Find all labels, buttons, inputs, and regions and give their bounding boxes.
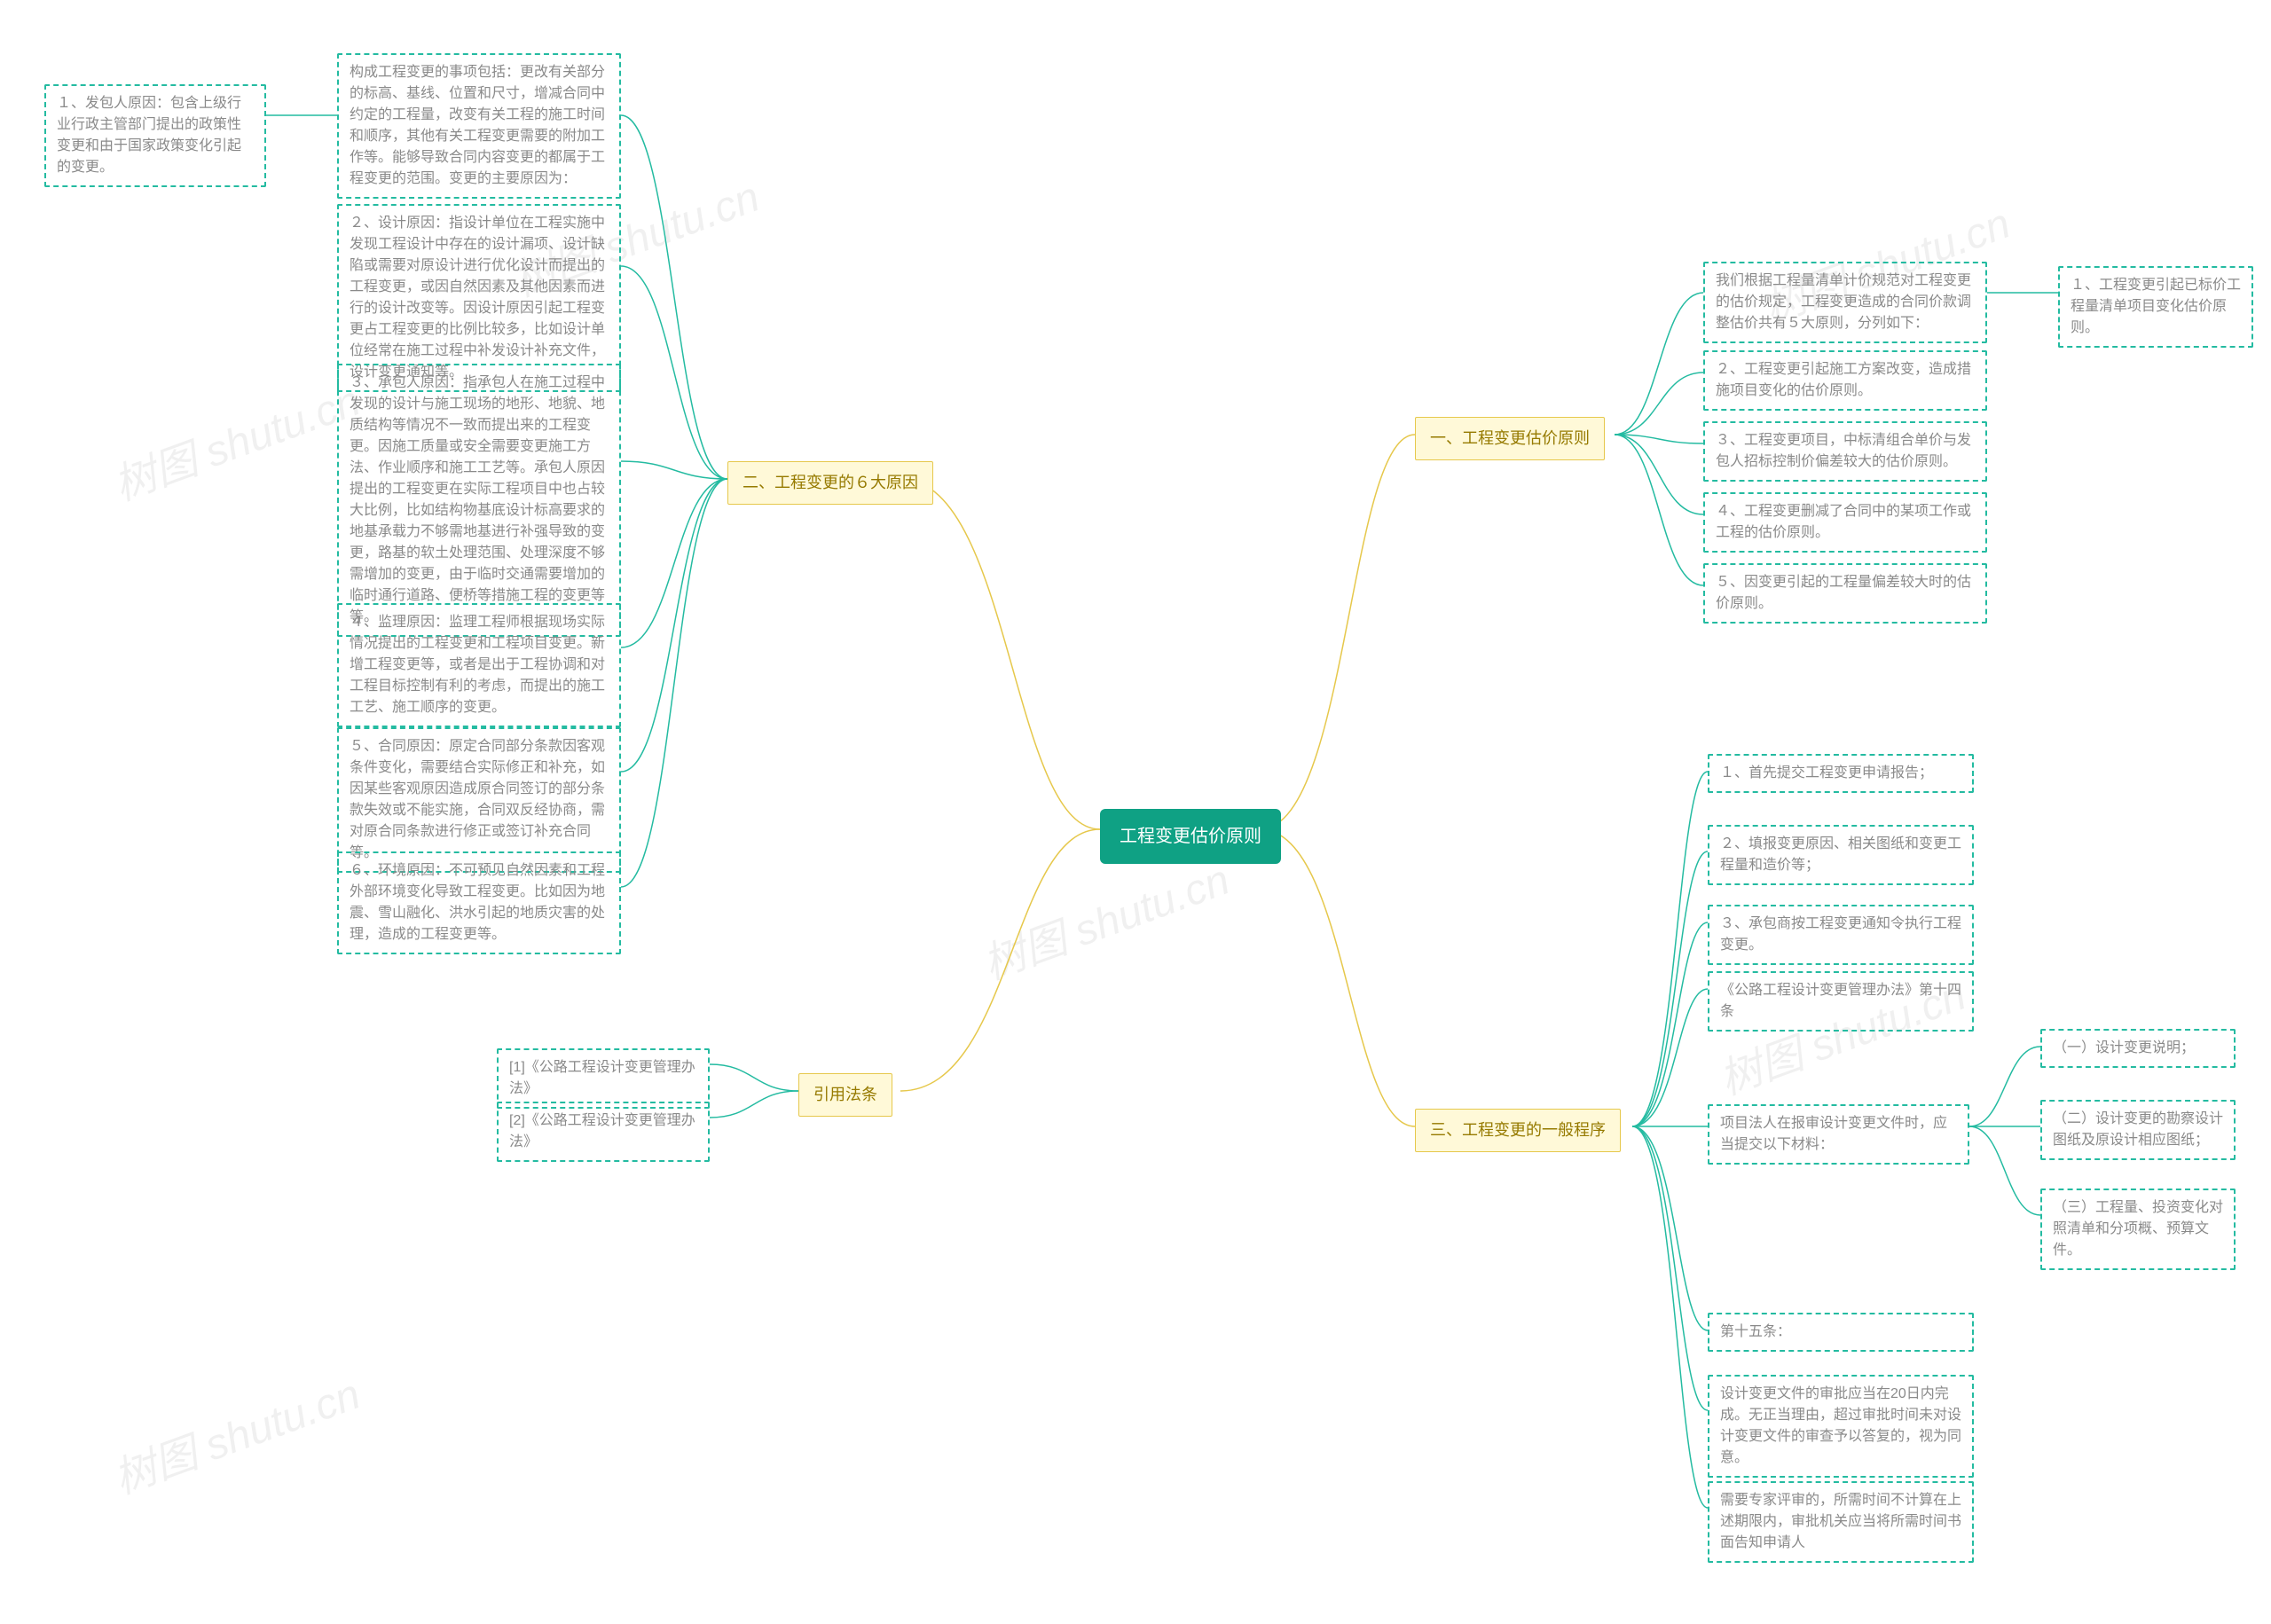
principles-item-4: ４、工程变更删减了合同中的某项工作或工程的估价原则。 xyxy=(1703,492,1987,553)
proc-step-2: ２、填报变更原因、相关图纸和变更工程量和造价等； xyxy=(1708,825,1974,885)
proc-step-3: ３、承包商按工程变更通知令执行工程变更。 xyxy=(1708,905,1974,965)
root-node: 工程变更估价原则 xyxy=(1100,809,1281,864)
branch-procedure: 三、工程变更的一般程序 xyxy=(1415,1109,1621,1152)
proc-art15-body: 设计变更文件的审批应当在20日内完成。无正当理由，超过审批时间未对设计变更文件的… xyxy=(1708,1375,1974,1478)
branch-references: 引用法条 xyxy=(798,1073,892,1117)
principles-item-2: ２、工程变更引起施工方案改变，造成措施项目变化的估价原则。 xyxy=(1703,350,1987,411)
ref-item-1: [1]《公路工程设计变更管理办法》 xyxy=(497,1048,710,1109)
proc-art15-note: 需要专家评审的，所需时间不计算在上述期限内，审批机关应当将所需时间书面告知申请人 xyxy=(1708,1481,1974,1563)
causes-item-1: １、发包人原因：包含上级行业行政主管部门提出的政策性变更和由于国家政策变化引起的… xyxy=(44,84,266,187)
watermark: 树图 shutu.cn xyxy=(104,365,367,512)
proc-art14-item-2: （二）设计变更的勘察设计图纸及原设计相应图纸； xyxy=(2040,1100,2236,1160)
principles-item-3: ３、工程变更项目，中标清组合单价与发包人招标控制价偏差较大的估价原则。 xyxy=(1703,421,1987,482)
principles-intro: 我们根据工程量清单计价规范对工程变更的估价规定，工程变更造成的合同价款调整估价共… xyxy=(1703,262,1987,343)
proc-art14-lead: 项目法人在报审设计变更文件时，应当提交以下材料： xyxy=(1708,1104,1969,1165)
branch-principles: 一、工程变更估价原则 xyxy=(1415,417,1605,460)
proc-art15-title: 第十五条： xyxy=(1708,1313,1974,1352)
watermark: 树图 shutu.cn xyxy=(973,844,1237,991)
causes-item-6: ６、环境原因：不可预见自然因素和工程外部环境变化导致工程变更。比如因为地震、雪山… xyxy=(337,851,621,954)
proc-art14-item-3: （三）工程量、投资变化对照清单和分项概、预算文件。 xyxy=(2040,1189,2236,1270)
ref-item-2: [2]《公路工程设计变更管理办法》 xyxy=(497,1102,710,1162)
causes-item-3: ３、承包人原因：指承包人在施工过程中发现的设计与施工现场的地形、地貌、地质结构等… xyxy=(337,364,621,637)
principles-item-5: ５、因变更引起的工程量偏差较大时的估价原则。 xyxy=(1703,563,1987,624)
watermark: 树图 shutu.cn xyxy=(104,1359,367,1505)
branch-causes: 二、工程变更的６大原因 xyxy=(727,461,933,505)
causes-item-4: ４、监理原因：监理工程师根据现场实际情况提出的工程变更和工程项目变更。新增工程变… xyxy=(337,603,621,727)
causes-intro: 构成工程变更的事项包括：更改有关部分的标高、基线、位置和尺寸，增减合同中约定的工… xyxy=(337,53,621,199)
proc-art14-title: 《公路工程设计变更管理办法》第十四条 xyxy=(1708,971,1974,1032)
principles-item-1: １、工程变更引起已标价工程量清单项目变化估价原则。 xyxy=(2058,266,2253,348)
proc-step-1: １、首先提交工程变更申请报告； xyxy=(1708,754,1974,793)
proc-art14-item-1: （一）设计变更说明； xyxy=(2040,1029,2236,1068)
